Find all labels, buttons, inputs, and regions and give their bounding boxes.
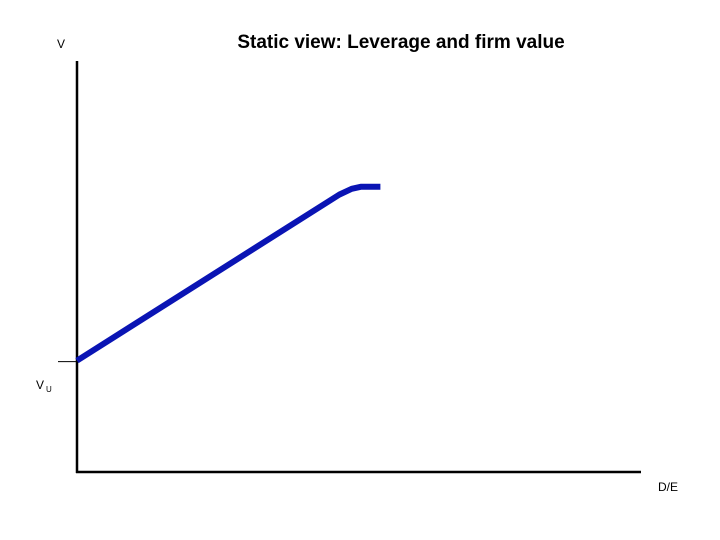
x-axis-label: D/E <box>658 480 678 494</box>
series-line-0 <box>75 183 381 364</box>
y-tick-label: V U <box>36 378 52 394</box>
y-axis-label: V <box>57 37 65 51</box>
y-tick-label-main: V <box>36 378 44 392</box>
y-tick-label-sub: U <box>46 385 52 394</box>
plot-area <box>58 183 381 364</box>
chart-title: Static view: Leverage and firm value <box>237 32 564 53</box>
